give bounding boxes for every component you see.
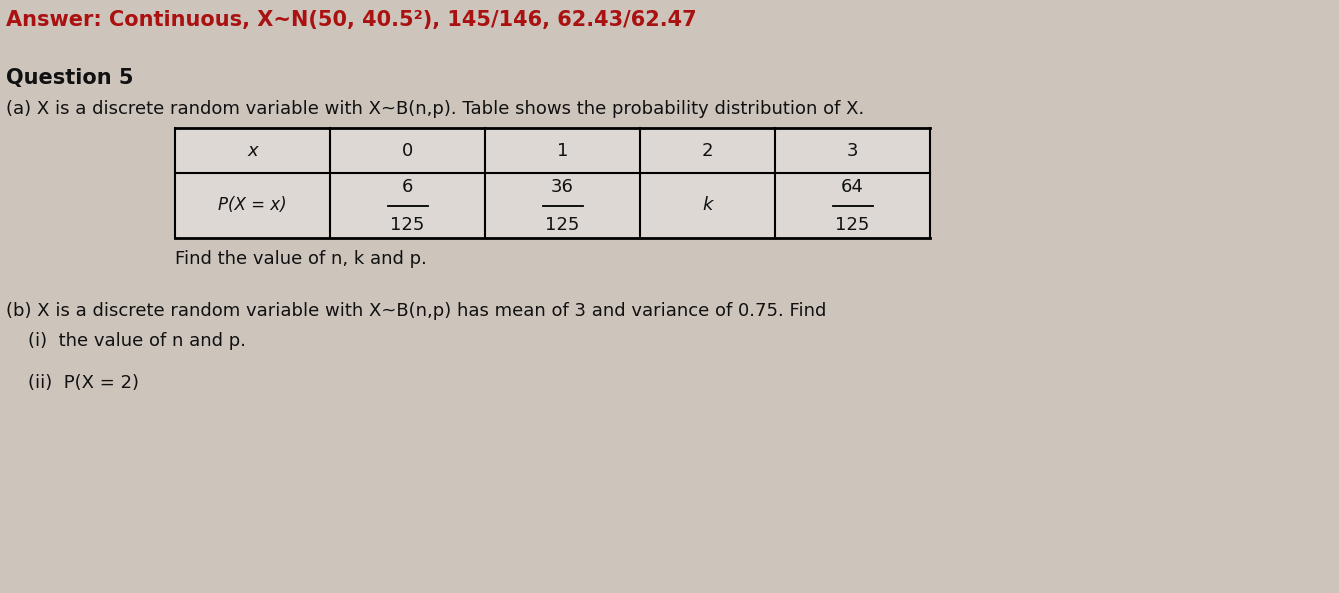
Text: 125: 125 — [836, 215, 870, 234]
Text: 2: 2 — [702, 142, 714, 160]
Text: (b) X is a discrete random variable with X~B(n,p) has mean of 3 and variance of : (b) X is a discrete random variable with… — [5, 302, 826, 320]
Text: k: k — [703, 196, 712, 215]
Text: (i)  the value of n and p.: (i) the value of n and p. — [28, 332, 246, 350]
Text: Question 5: Question 5 — [5, 68, 134, 88]
Polygon shape — [175, 128, 931, 238]
Text: 6: 6 — [402, 177, 414, 196]
Text: (ii)  P(X = 2): (ii) P(X = 2) — [28, 374, 139, 392]
Text: (a) X is a discrete random variable with X~B(n,p). Table shows the probability d: (a) X is a discrete random variable with… — [5, 100, 864, 118]
Text: 125: 125 — [545, 215, 580, 234]
Text: Answer: Continuous, X~N(50, 40.5²), 145/146, 62.43/62.47: Answer: Continuous, X~N(50, 40.5²), 145/… — [5, 10, 696, 30]
Text: 64: 64 — [841, 177, 864, 196]
Text: Find the value of n, k and p.: Find the value of n, k and p. — [175, 250, 427, 268]
Text: P(X = x): P(X = x) — [218, 196, 287, 215]
Text: 36: 36 — [552, 177, 574, 196]
Text: 125: 125 — [390, 215, 424, 234]
Text: 3: 3 — [846, 142, 858, 160]
Text: 0: 0 — [402, 142, 414, 160]
Text: x: x — [248, 142, 258, 160]
Text: 1: 1 — [557, 142, 568, 160]
